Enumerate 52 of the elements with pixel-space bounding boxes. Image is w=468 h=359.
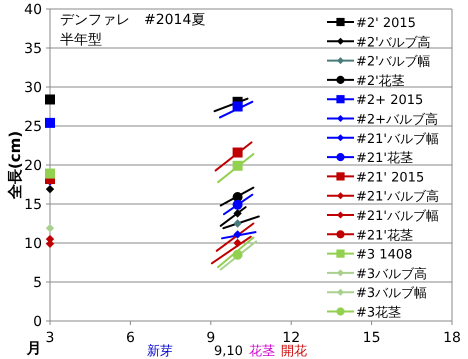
legend-label: #2'バルブ高	[356, 34, 431, 50]
legend-label: #21' 2015	[356, 170, 424, 186]
x-tick-label: 3	[46, 330, 54, 346]
point	[45, 168, 55, 179]
text: 新芽	[147, 344, 173, 359]
y-tick-label: 15	[24, 197, 42, 213]
x-tick-label: 6	[126, 330, 135, 346]
point	[234, 220, 242, 228]
y-tick-label: 5	[33, 275, 42, 291]
x-tick-label: 9	[206, 330, 216, 346]
legend-label: #21'バルブ高	[356, 188, 440, 205]
point	[45, 118, 55, 128]
legend-label: #2+バルブ高	[356, 112, 438, 128]
legend-label: #2+ 2015	[356, 93, 424, 108]
legend-label: #21'花茎	[356, 151, 414, 166]
point	[232, 148, 243, 158]
point	[46, 185, 54, 194]
y-tick-label: 40	[24, 2, 42, 18]
legend-label: #3 1408	[356, 248, 412, 263]
point	[45, 94, 55, 104]
y-tick-label: 35	[24, 41, 42, 57]
text: 半年型	[60, 32, 102, 48]
legend-label: #3バルブ幅	[356, 286, 428, 302]
legend-label: #2'花茎	[356, 74, 405, 89]
point	[234, 230, 242, 238]
legend-label: #21'バルブ幅	[356, 209, 440, 224]
y-tick-label: 0	[33, 314, 42, 330]
legend-label: #21'花茎	[356, 228, 414, 244]
chart-title: デンファレ #2014夏	[60, 12, 206, 28]
point	[234, 209, 242, 218]
legend-label: #21'バルブ幅	[356, 132, 440, 147]
y-tick-label: 10	[24, 236, 42, 252]
legend-label: #3花茎	[356, 306, 402, 320]
point	[232, 200, 243, 210]
legend-label: #3バルブ高	[356, 266, 428, 282]
point	[232, 160, 243, 171]
text: 花茎	[248, 344, 275, 359]
legend-label: #2' 2015	[356, 16, 416, 31]
text: 9,10	[214, 344, 243, 359]
text: 開花	[280, 344, 307, 359]
legend-label: #2'バルブ幅	[356, 54, 431, 70]
y-axis-title: 全長(cm)	[6, 130, 24, 200]
y-tick-label: 25	[24, 119, 42, 135]
point	[232, 102, 243, 112]
point	[232, 250, 243, 260]
point	[46, 224, 54, 232]
x-tick-label: 15	[362, 330, 381, 346]
y-tick-label: 20	[24, 158, 42, 174]
y-tick-label: 30	[24, 80, 42, 96]
point	[234, 239, 242, 247]
x-axis-title: 月	[26, 339, 42, 357]
x-tick-label: 18	[443, 330, 461, 346]
